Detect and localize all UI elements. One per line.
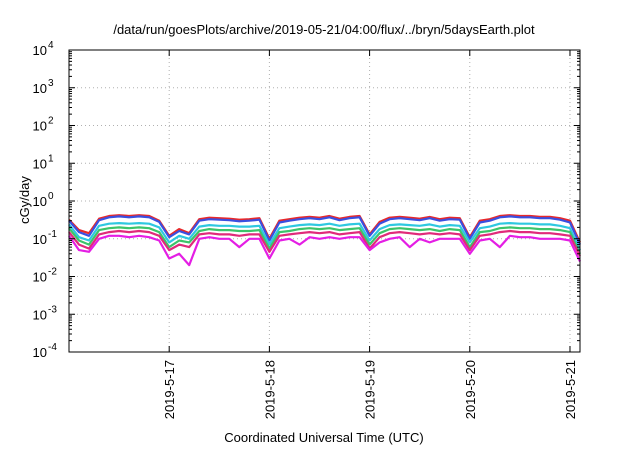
series-line — [68, 215, 582, 246]
y-tick-label: 10 — [33, 81, 47, 96]
series-line — [68, 222, 582, 251]
x-tick-label: 2019-5-18 — [262, 360, 277, 419]
series-line — [68, 229, 581, 257]
y-tick-label-exponent: -1 — [48, 229, 57, 240]
y-tick-label-exponent: 4 — [48, 40, 54, 51]
y-tick-label: 10 — [33, 43, 47, 58]
x-tick-label: 2019-5-20 — [463, 360, 478, 419]
y-tick-label: 10 — [33, 119, 47, 134]
y-tick-label: 10 — [33, 307, 47, 322]
y-tick-label-exponent: 3 — [48, 78, 54, 89]
series-lines — [68, 214, 582, 267]
grid — [69, 50, 580, 352]
y-axis-label: cGy/day — [17, 176, 32, 224]
y-tick-label-exponent: 2 — [48, 116, 54, 127]
series-line — [68, 214, 581, 243]
x-tick-label: 2019-5-21 — [563, 360, 578, 419]
y-tick-label-exponent: -2 — [48, 267, 57, 278]
y-tick-label: 10 — [33, 156, 47, 171]
y-tick-label: 10 — [33, 232, 47, 247]
series-line — [68, 234, 581, 267]
x-axis-label: Coordinated Universal Time (UTC) — [224, 430, 423, 445]
chart-title: /data/run/goesPlots/archive/2019-05-21/0… — [113, 22, 535, 37]
y-tick-label-exponent: -3 — [48, 304, 57, 315]
x-tick-label: 2019-5-19 — [363, 360, 378, 419]
y-tick-label: 10 — [33, 270, 47, 285]
series-line — [68, 226, 581, 255]
y-tick-label-exponent: 1 — [48, 153, 54, 164]
plot-frame — [68, 49, 581, 353]
x-tick-label: 2019-5-17 — [162, 360, 177, 419]
y-tick-label: 10 — [33, 194, 47, 209]
y-tick-label-exponent: 0 — [48, 191, 54, 202]
y-tick-label: 10 — [33, 345, 47, 360]
y-tick-label-exponent: -4 — [48, 342, 57, 353]
